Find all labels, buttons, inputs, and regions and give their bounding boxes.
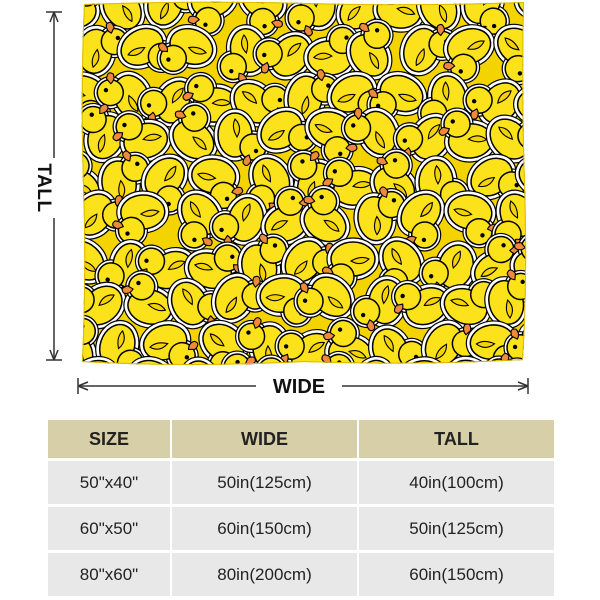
table-cell-size: 50"x40" xyxy=(48,458,172,504)
duck-graphic xyxy=(525,99,527,167)
tall-label: TALL xyxy=(31,158,55,218)
table-header-size: SIZE xyxy=(48,420,172,458)
table-cell-wide: 50in(125cm) xyxy=(172,458,359,504)
duck-graphic xyxy=(521,345,527,365)
table-cell-size: 60"x50" xyxy=(48,504,172,550)
table-cell-wide: 80in(200cm) xyxy=(172,550,359,596)
table-cell-tall: 40in(100cm) xyxy=(359,458,554,504)
blanket-image xyxy=(78,0,530,370)
wide-label-text: WIDE xyxy=(272,375,326,398)
table-header-tall: TALL xyxy=(359,420,554,458)
wide-label: WIDE xyxy=(256,372,342,402)
table-cell-tall: 60in(150cm) xyxy=(359,550,554,596)
table-cell-tall: 50in(125cm) xyxy=(359,504,554,550)
size-table: SIZE WIDE TALL 50"x40" 50in(125cm) 40in(… xyxy=(48,420,554,596)
duck-graphic xyxy=(528,260,530,339)
table-cell-wide: 60in(150cm) xyxy=(172,504,359,550)
table-header-wide: WIDE xyxy=(172,420,359,458)
tall-label-text: TALL xyxy=(33,163,54,213)
table-cell-size: 80"x60" xyxy=(48,550,172,596)
